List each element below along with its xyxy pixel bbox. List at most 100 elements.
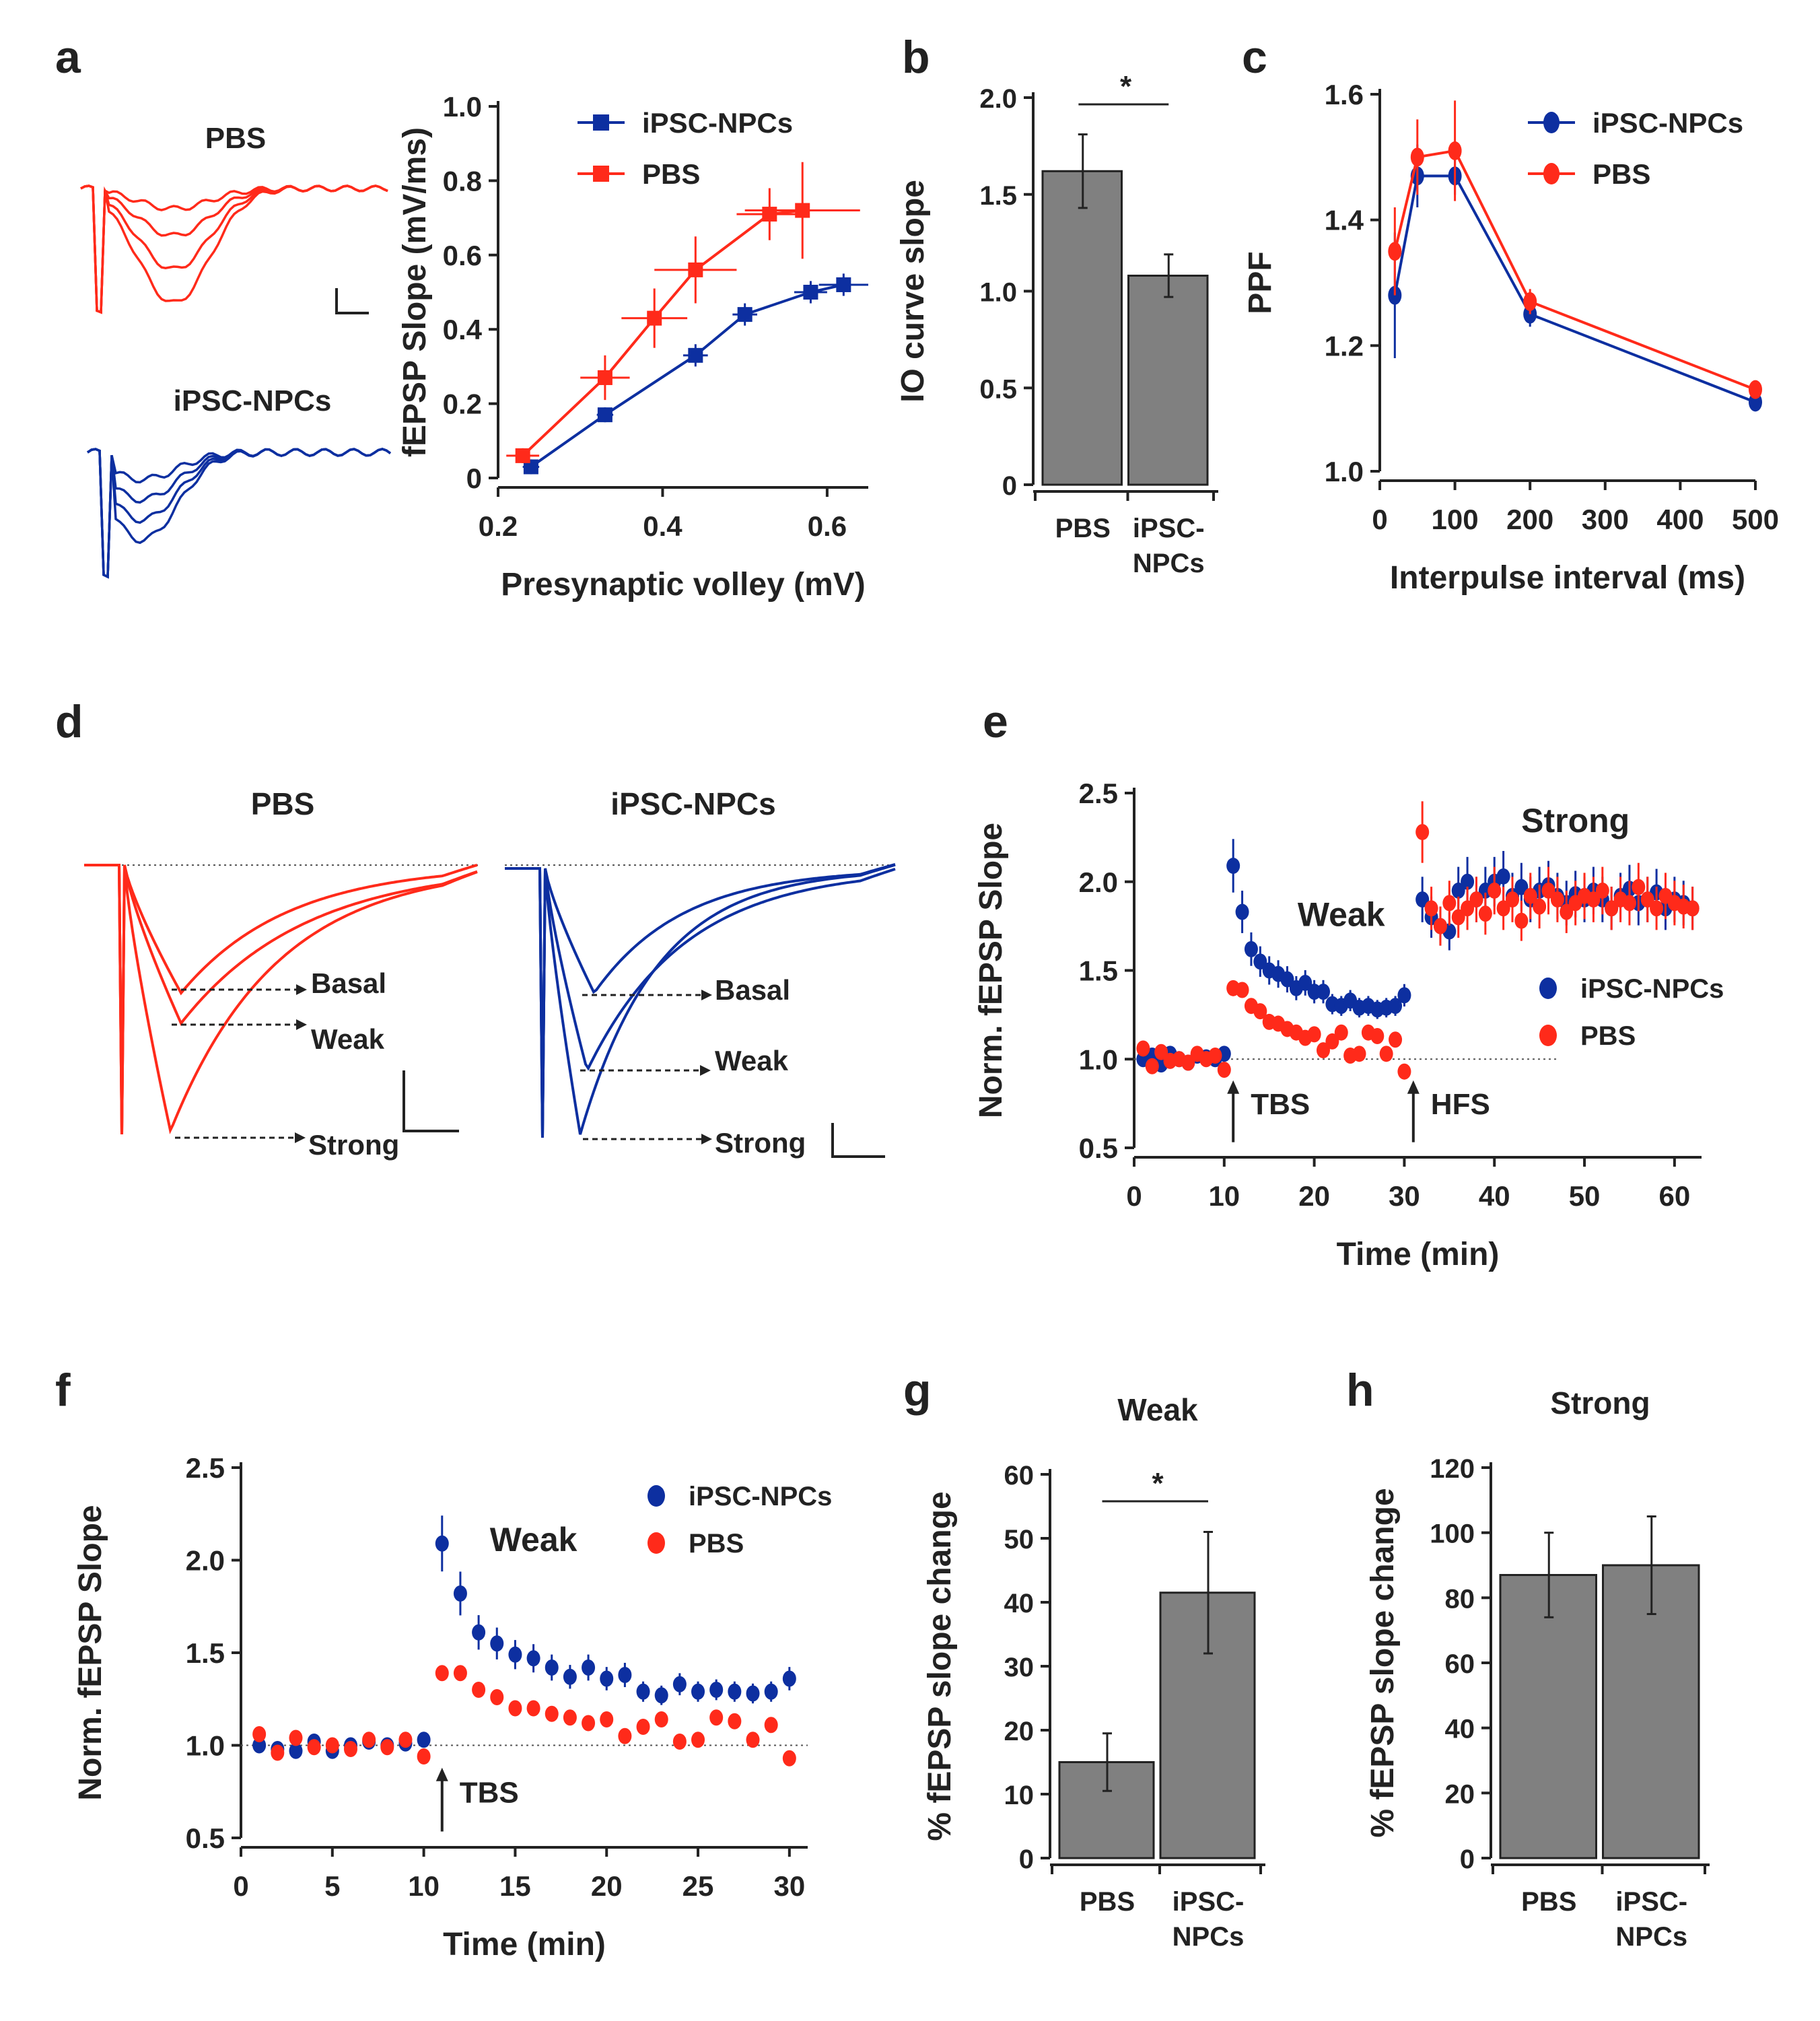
category-label: NPCs: [1615, 1922, 1687, 1952]
data-point: [709, 1709, 724, 1726]
ipsc-trace: [87, 448, 392, 579]
panel-label-b: b: [902, 32, 930, 83]
x-tick-label: 200: [1506, 504, 1553, 535]
data-point: [1632, 879, 1646, 895]
data-point: [1433, 918, 1447, 934]
scale-bar-d-pbs: [403, 1070, 459, 1132]
arrow-head: [435, 1767, 448, 1781]
arrow-head: [701, 1134, 712, 1144]
label-weak-pbs: Weak: [311, 1023, 385, 1055]
bar-1: [1127, 275, 1209, 486]
y-tick-label: 1.5: [186, 1637, 225, 1669]
data-point: [636, 1719, 650, 1735]
y-tick-label: 2.5: [186, 1452, 225, 1484]
data-point: [435, 1665, 449, 1682]
legend-marker: [593, 114, 609, 131]
evoked-trace: [505, 863, 896, 1138]
y-tick-label: 10: [1004, 1781, 1035, 1810]
ipsc-trace: [87, 448, 392, 579]
x-tick-label: 5: [324, 1870, 340, 1902]
data-point: [1317, 984, 1330, 1000]
data-point: [523, 459, 538, 475]
category-label: NPCs: [1133, 549, 1205, 578]
y-tick-label: 0.8: [443, 165, 482, 197]
y-tick-label: 1.0: [443, 91, 482, 123]
data-point: [1208, 1047, 1222, 1064]
legend-label: iPSC-NPCs: [1580, 974, 1724, 1004]
x-tick-label: 0.2: [479, 510, 518, 542]
data-point: [654, 1711, 668, 1727]
label-basal-pbs: Basal: [311, 967, 386, 999]
x-tick-label: 10: [408, 1870, 440, 1902]
data-point: [1389, 1031, 1403, 1048]
data-point: [1334, 1024, 1348, 1041]
y-axis-title: PPF: [1242, 251, 1278, 314]
data-point: [1317, 1042, 1330, 1059]
data-point: [737, 307, 753, 322]
chart-g-weak-change: 0 10 20 30 40 50 60 % fEPSP slope change PBS iPSC…: [922, 1392, 1265, 1952]
y-tick-label: 80: [1445, 1584, 1475, 1614]
legend-marker: [593, 166, 609, 182]
legend-marker: [1543, 163, 1560, 184]
data-point: [688, 262, 703, 277]
data-point: [1298, 974, 1312, 991]
data-point: [1496, 900, 1510, 917]
legend-marker: [1543, 112, 1560, 133]
data-point: [762, 207, 777, 222]
y-tick-label: 1.5: [979, 181, 1017, 211]
y-tick-label: 0: [1019, 1845, 1034, 1874]
trace-label-ipsc: iPSC-NPCs: [174, 384, 332, 417]
data-point: [597, 370, 612, 385]
arrow-head: [1227, 1080, 1240, 1094]
data-point: [618, 1667, 632, 1683]
y-tick-label: 2.0: [186, 1545, 225, 1577]
legend-label: PBS: [689, 1529, 744, 1558]
y-tick-label: 0.5: [979, 374, 1017, 404]
y-tick-label: 0: [1002, 471, 1017, 501]
data-point: [252, 1737, 267, 1754]
data-point: [1217, 1062, 1231, 1078]
data-point: [1379, 1046, 1393, 1062]
y-tick-label: 40: [1445, 1715, 1475, 1744]
category-label: NPCs: [1172, 1922, 1245, 1952]
y-tick-label: 120: [1430, 1454, 1475, 1484]
data-point: [618, 1727, 632, 1744]
label-strong-pbs: Strong: [308, 1129, 399, 1161]
data-point: [417, 1732, 431, 1748]
data-point: [600, 1670, 614, 1687]
y-tick-label: 20: [1004, 1717, 1035, 1746]
bar-0: [1499, 1574, 1597, 1859]
y-tick-label: 2.5: [1079, 778, 1118, 809]
bar-0: [1041, 170, 1123, 486]
data-point: [1235, 982, 1249, 998]
data-point: [795, 203, 810, 218]
x-tick-label: 20: [1298, 1180, 1330, 1212]
data-point: [836, 277, 851, 292]
y-tick-label: 0.2: [443, 388, 482, 420]
pbs-trace: [80, 184, 388, 314]
panel-label-e: e: [983, 696, 1008, 747]
data-point: [362, 1732, 376, 1748]
panel-label-d: d: [55, 696, 83, 747]
data-point: [1415, 891, 1430, 908]
data-point: [1154, 1043, 1168, 1060]
significance-star: *: [1152, 1467, 1164, 1500]
evoked-trace: [84, 864, 478, 1135]
data-point: [1389, 998, 1403, 1015]
legend-label: iPSC-NPCs: [1593, 107, 1743, 139]
data-point: [1595, 882, 1609, 899]
data-point: [1181, 1054, 1195, 1071]
y-axis-title: % fEPSP slope change: [922, 1491, 958, 1841]
data-point: [691, 1683, 705, 1700]
chart-f-weak-ltp: 0.5 1.0 1.5 2.0 2.5 0 5 10 15 20 25 30 Time (min) Nor…: [73, 1452, 832, 1962]
evoked-trace: [84, 863, 478, 1135]
evoked-trace: [505, 867, 896, 1138]
scale-bar-a: [335, 288, 369, 314]
data-point: [1685, 900, 1700, 917]
data-point: [545, 1705, 559, 1722]
x-tick-label: 0: [233, 1870, 248, 1902]
legend-marker: [648, 1532, 665, 1554]
data-point: [636, 1683, 650, 1700]
y-tick-label: 20: [1445, 1779, 1475, 1809]
trace-label-pbs: PBS: [205, 122, 266, 155]
